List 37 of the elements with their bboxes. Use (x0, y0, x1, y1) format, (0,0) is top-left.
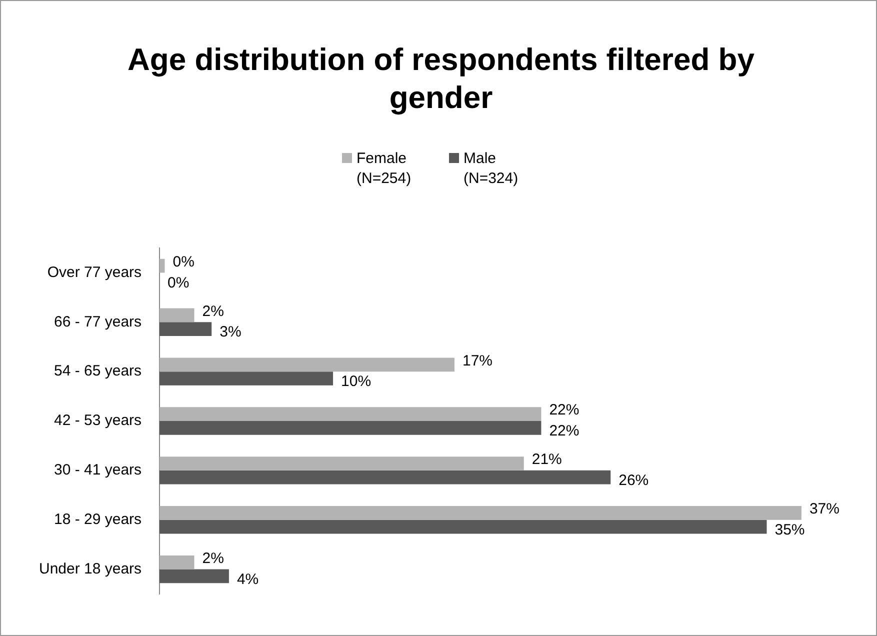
bar (160, 555, 194, 570)
bar (160, 506, 802, 520)
y-tick-label: 18 - 29 years (54, 511, 142, 528)
chart-title: Age distribution of respondents filtered by gender (126, 41, 756, 117)
bar (160, 407, 542, 421)
data-label: 4% (236, 570, 259, 588)
data-label: 22% (549, 422, 580, 440)
bar (160, 421, 542, 435)
data-label: 35% (774, 521, 805, 538)
data-label: 37% (809, 500, 840, 518)
bar (160, 358, 454, 372)
y-tick-label: 66 - 77 years (54, 313, 142, 330)
data-label: 21% (532, 451, 562, 468)
data-label: 26% (618, 472, 649, 489)
data-label: 0% (168, 274, 190, 292)
bar (160, 372, 334, 386)
bar (160, 308, 194, 322)
data-label: 3% (220, 324, 242, 341)
y-tick-label: Under 18 years (38, 560, 142, 578)
data-label: 10% (341, 373, 372, 390)
y-tick-label: 42 - 53 years (54, 412, 142, 430)
bar (160, 322, 212, 336)
data-label: 0% (172, 253, 194, 270)
bar (160, 569, 229, 584)
y-tick-label: 30 - 41 years (54, 462, 142, 479)
y-tick-label: Over 77 years (47, 264, 142, 281)
bar (160, 520, 767, 534)
data-label: 22% (549, 402, 580, 419)
legend-label: Male (N=324) (464, 149, 520, 189)
legend-label: Female (N=254) (356, 149, 412, 189)
bar (160, 470, 611, 484)
bar (160, 258, 165, 273)
bar (160, 456, 524, 470)
data-label: 2% (202, 550, 224, 568)
data-label: 17% (462, 352, 493, 370)
y-tick-label: 54 - 65 years (54, 362, 142, 380)
data-label: 2% (202, 302, 224, 320)
